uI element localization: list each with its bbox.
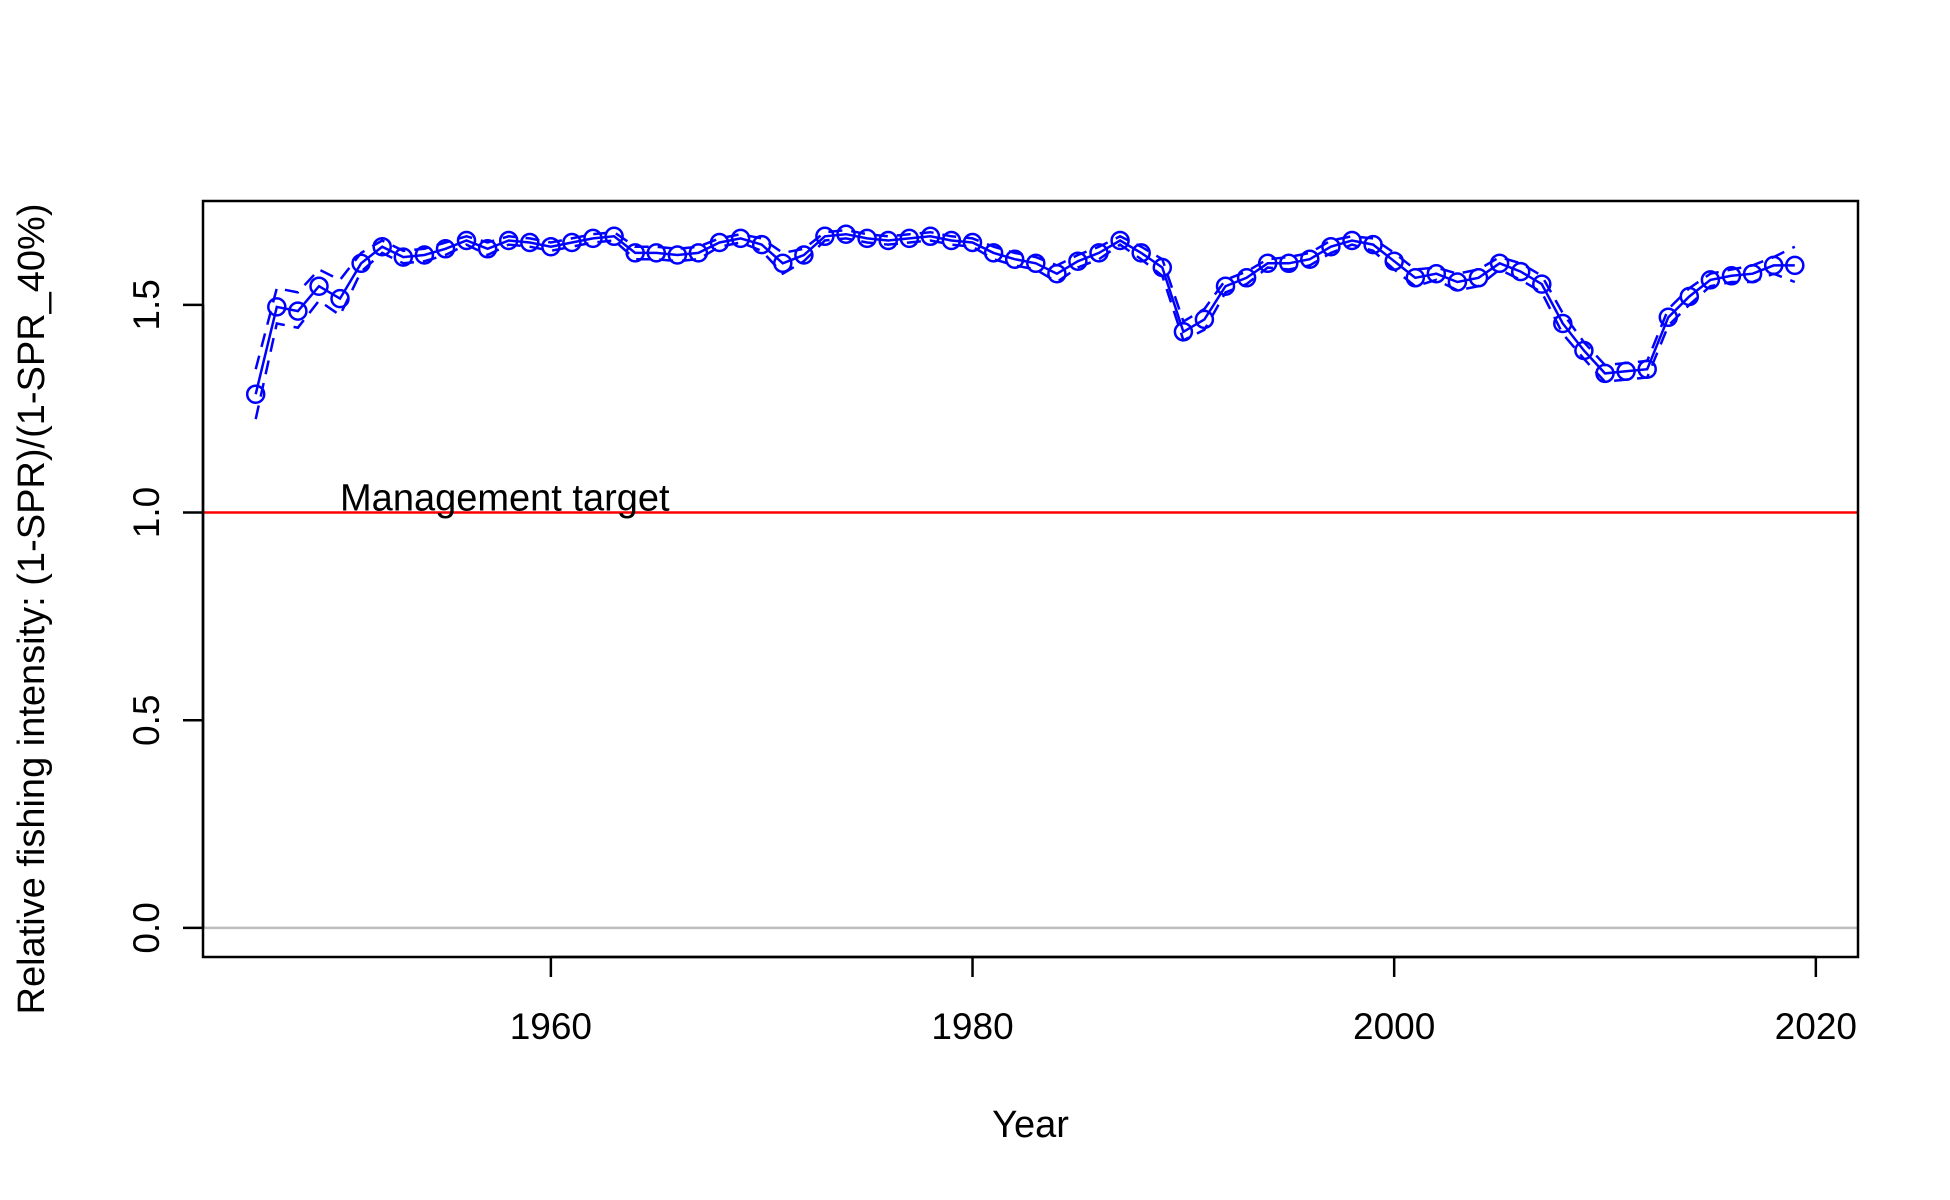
median-point [815,226,835,247]
median-point [1004,249,1025,269]
median-point [857,228,877,249]
median-series-line [254,232,1795,395]
median-point [962,232,983,253]
median-point [435,239,456,259]
median-point [836,224,856,244]
median-point [1279,253,1299,274]
management-target-label: Management target [340,478,670,520]
median-point [583,228,603,249]
median-point [1447,272,1468,292]
y-tick-label: 1.5 [126,279,167,330]
median-point [498,230,519,251]
y-tick-label: 0.5 [126,695,167,746]
median-point [1700,270,1721,290]
median-point [941,230,962,251]
median-point [730,228,751,249]
x-axis: 1960 1980 2000 2020 [510,955,1857,1047]
median-point [393,247,414,267]
median-point [562,232,582,253]
reference-lines [203,511,1858,930]
x-axis-title: Year [992,1104,1069,1146]
median-point [920,226,941,247]
median-point [667,245,688,265]
median-point [1405,268,1426,288]
median-point [267,297,287,317]
median-point [1510,261,1531,282]
median-point [456,230,477,251]
median-point [1110,230,1130,251]
x-tick-label: 2020 [1775,1006,1857,1047]
median-point [520,232,540,253]
median-point [1026,253,1046,274]
median-point [288,301,308,321]
median-point [477,239,498,259]
lower-interval-line [254,237,1796,420]
median-point [1342,230,1362,251]
median-point [1300,249,1320,269]
median-point [309,276,329,296]
median-point [646,243,667,263]
median-point [899,228,920,249]
median-point [604,226,624,247]
median-point [878,230,898,251]
median-point [414,245,435,265]
median-point [1131,243,1151,263]
y-axis: 0.0 0.5 1.0 1.5 [126,279,205,954]
median-point [245,384,266,404]
y-tick-label: 0.0 [126,902,167,953]
y-axis-title: Relative fishing intensity: (1-SPR)/(1-S… [11,204,53,1015]
median-point [1785,255,1805,276]
x-tick-label: 2000 [1353,1006,1435,1047]
median-point [1236,268,1257,288]
median-point [1532,274,1552,294]
median-point [1721,266,1742,286]
median-point [541,236,561,257]
series-layer [245,224,1805,420]
median-point [1426,263,1447,284]
median-point [794,245,814,265]
x-tick-label: 1960 [510,1006,592,1047]
upper-interval-line [254,228,1796,370]
median-point [1068,251,1088,271]
x-tick-label: 1980 [931,1006,1013,1047]
y-tick-label: 1.0 [126,487,167,538]
